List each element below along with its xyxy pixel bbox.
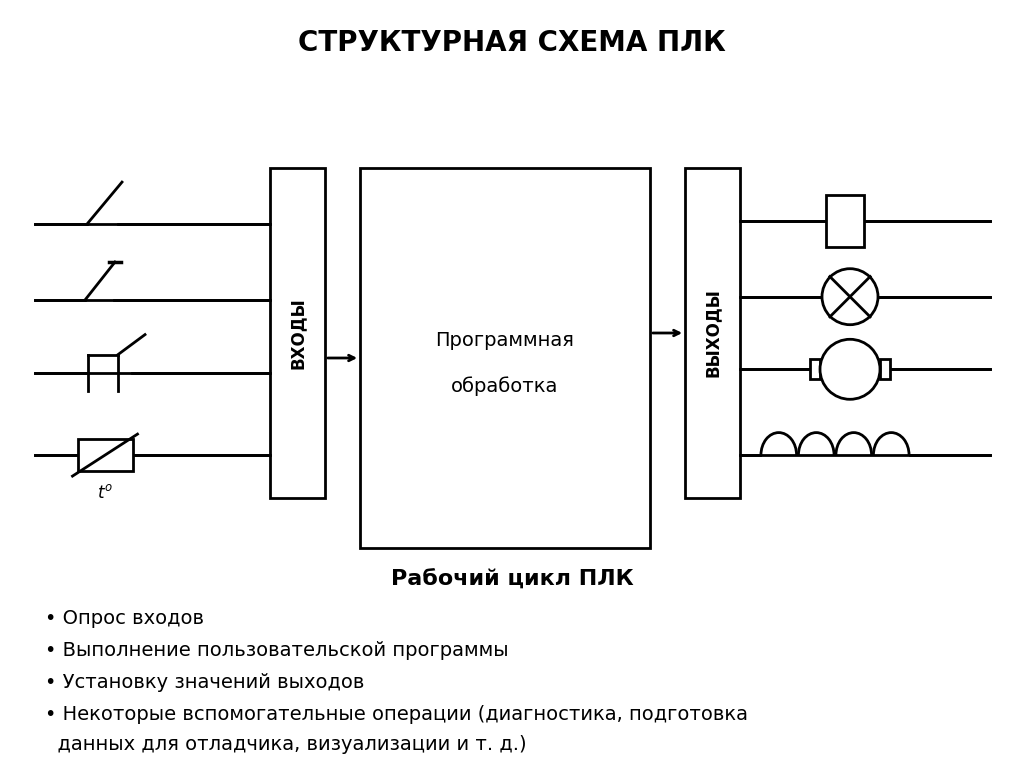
Bar (78, 439, 132, 471)
Text: • Выполнение пользовательской программы: • Выполнение пользовательской программы (45, 641, 509, 660)
Bar (826, 195, 864, 247)
Text: • Установку значений выходов: • Установку значений выходов (45, 673, 365, 691)
Bar (270, 168, 325, 498)
Text: Программная: Программная (435, 330, 574, 349)
Bar (360, 168, 650, 548)
Text: обработка: обработка (452, 376, 559, 396)
Text: данных для отладчика, визуализации и т. д.): данных для отладчика, визуализации и т. … (45, 734, 526, 753)
Text: Рабочий цикл ПЛК: Рабочий цикл ПЛК (390, 570, 634, 590)
Circle shape (822, 269, 878, 325)
Text: СТРУКТУРНАЯ СХЕМА ПЛК: СТРУКТУРНАЯ СХЕМА ПЛК (298, 29, 726, 57)
Bar (880, 359, 890, 379)
Text: • Опрос входов: • Опрос входов (45, 608, 204, 627)
Bar (810, 359, 820, 379)
Text: ВХОДЫ: ВХОДЫ (289, 297, 306, 369)
Bar (685, 168, 740, 498)
Text: $t^o$: $t^o$ (97, 484, 114, 502)
Text: • Некоторые вспомогательные операции (диагностика, подготовка: • Некоторые вспомогательные операции (ди… (45, 704, 748, 723)
Circle shape (820, 339, 880, 399)
Text: ВЫХОДЫ: ВЫХОДЫ (703, 289, 722, 377)
